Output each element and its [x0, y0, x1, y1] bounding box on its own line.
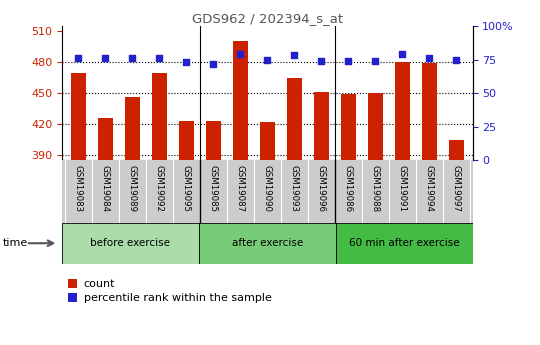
Text: 60 min after exercise: 60 min after exercise [349, 238, 460, 248]
Text: GSM19085: GSM19085 [209, 165, 218, 213]
Bar [260, 122, 275, 160]
Text: GSM19087: GSM19087 [236, 165, 245, 213]
Point [263, 57, 272, 62]
Text: time: time [3, 238, 28, 248]
Bar [199, 223, 336, 264]
Point [290, 53, 299, 58]
Bar [287, 78, 302, 160]
Text: percentile rank within the sample: percentile rank within the sample [84, 293, 272, 303]
Point [398, 51, 407, 57]
Text: GSM19092: GSM19092 [155, 165, 164, 213]
Bar [71, 73, 86, 160]
Bar [179, 121, 194, 160]
Bar [422, 63, 437, 160]
Bar [336, 223, 472, 264]
Bar [125, 97, 140, 160]
Bar [368, 93, 383, 160]
Point [128, 56, 137, 61]
Bar [98, 118, 113, 160]
Text: after exercise: after exercise [232, 238, 303, 248]
Point [74, 56, 83, 61]
Point [209, 61, 218, 66]
Text: count: count [84, 279, 115, 289]
Text: GSM19094: GSM19094 [425, 165, 434, 213]
Point [425, 56, 434, 61]
Bar [314, 92, 329, 160]
Title: GDS962 / 202394_s_at: GDS962 / 202394_s_at [192, 12, 343, 25]
Text: GSM19097: GSM19097 [452, 165, 461, 213]
Point [452, 57, 461, 62]
Point [236, 51, 245, 57]
Text: GSM19089: GSM19089 [128, 165, 137, 213]
Bar [449, 140, 464, 160]
Point [371, 58, 380, 63]
Point [182, 59, 191, 65]
Bar [62, 223, 199, 264]
Point [344, 58, 353, 63]
Bar [341, 94, 356, 160]
Text: GSM19095: GSM19095 [182, 165, 191, 213]
Bar [395, 62, 410, 160]
Bar [206, 121, 221, 160]
Point [101, 56, 110, 61]
Text: GSM19093: GSM19093 [290, 165, 299, 213]
Text: GSM19096: GSM19096 [317, 165, 326, 213]
Text: before exercise: before exercise [91, 238, 171, 248]
Text: GSM19090: GSM19090 [263, 165, 272, 213]
Point [155, 56, 164, 61]
Point [317, 58, 326, 63]
Text: GSM19088: GSM19088 [371, 165, 380, 213]
Text: GSM19091: GSM19091 [398, 165, 407, 213]
Bar [233, 41, 248, 160]
Text: GSM19086: GSM19086 [344, 165, 353, 213]
Text: GSM19083: GSM19083 [74, 165, 83, 213]
Text: GSM19084: GSM19084 [101, 165, 110, 213]
Bar [152, 73, 167, 160]
